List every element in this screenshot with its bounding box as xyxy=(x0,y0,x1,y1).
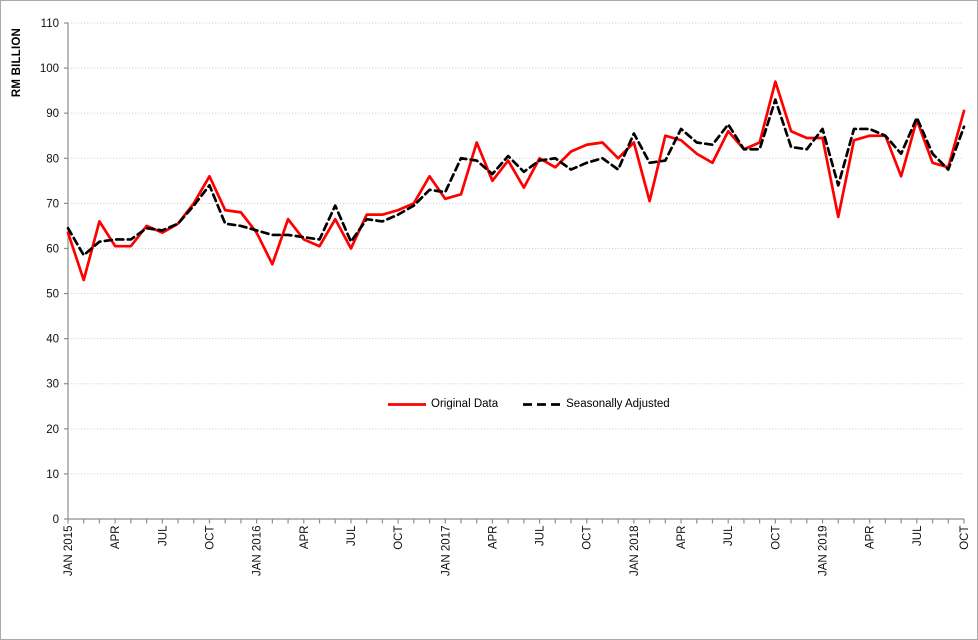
svg-text:OCT: OCT xyxy=(582,526,594,550)
legend: Original Data Seasonally Adjusted xyxy=(388,398,670,410)
svg-text:50: 50 xyxy=(46,289,59,301)
series-line-seasonally-adjusted xyxy=(66,98,966,257)
svg-text:JAN 2019: JAN 2019 xyxy=(818,526,830,577)
svg-text:APR: APR xyxy=(865,526,877,550)
svg-text:20: 20 xyxy=(46,424,59,436)
legend-item-seasonally-adjusted: Seasonally Adjusted xyxy=(523,398,670,410)
svg-text:APR: APR xyxy=(110,526,122,550)
svg-text:OCT: OCT xyxy=(959,526,971,550)
svg-text:OCT: OCT xyxy=(393,526,405,550)
svg-text:JUL: JUL xyxy=(535,525,547,546)
svg-text:40: 40 xyxy=(46,334,59,346)
svg-text:90: 90 xyxy=(46,108,59,120)
svg-text:0: 0 xyxy=(53,514,59,526)
svg-text:JAN 2016: JAN 2016 xyxy=(252,526,264,577)
svg-text:JAN 2015: JAN 2015 xyxy=(63,526,75,577)
y-tick-labels: 0 10 20 30 40 50 60 70 80 90 100 110 xyxy=(40,18,59,526)
svg-text:JUL: JUL xyxy=(157,525,169,546)
svg-text:JUL: JUL xyxy=(912,525,924,546)
svg-text:JUL: JUL xyxy=(346,525,358,546)
legend-swatch-dashed-line xyxy=(523,402,562,406)
svg-text:JAN 2018: JAN 2018 xyxy=(629,526,641,577)
svg-text:30: 30 xyxy=(46,379,59,391)
svg-text:60: 60 xyxy=(46,243,59,255)
svg-text:APR: APR xyxy=(676,526,688,550)
x-tick-labels: JAN 2015 APR JUL OCT JAN 2016 APR JUL OCT JAN 20… xyxy=(63,525,971,576)
legend-item-original-data: Original Data xyxy=(388,398,498,410)
svg-text:100: 100 xyxy=(40,63,59,75)
svg-text:110: 110 xyxy=(41,18,59,30)
svg-text:APR: APR xyxy=(299,526,311,550)
svg-text:JUL: JUL xyxy=(723,525,735,546)
y-axis-title: RM BILLION xyxy=(11,28,23,98)
legend-label-original-data: Original Data xyxy=(431,398,499,410)
axes xyxy=(64,22,965,524)
legend-swatch-solid-line xyxy=(388,402,426,406)
svg-text:OCT: OCT xyxy=(770,526,782,550)
svg-text:APR: APR xyxy=(487,526,499,550)
gridlines xyxy=(68,22,964,475)
svg-text:10: 10 xyxy=(46,469,59,481)
svg-text:70: 70 xyxy=(46,198,59,210)
svg-text:JAN 2017: JAN 2017 xyxy=(440,526,452,577)
svg-text:80: 80 xyxy=(46,153,59,165)
svg-text:OCT: OCT xyxy=(205,526,217,550)
series-line-original-data xyxy=(66,80,966,282)
legend-label-seasonally-adjusted: Seasonally Adjusted xyxy=(566,398,670,410)
